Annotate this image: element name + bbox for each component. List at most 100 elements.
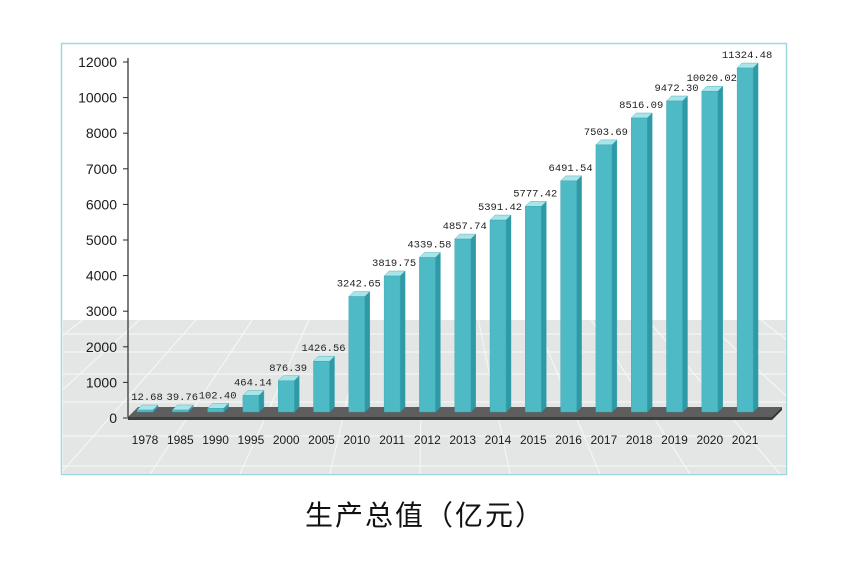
value-label: 4857.74 xyxy=(443,221,487,233)
x-tick-label: 2016 xyxy=(555,433,582,447)
floor-slab-side xyxy=(772,407,782,420)
y-tick-label: 8000 xyxy=(86,125,117,141)
value-label: 12.68 xyxy=(131,392,163,404)
y-tick-label: 7000 xyxy=(86,161,117,177)
y-tick-label: 1000 xyxy=(86,374,117,390)
value-label: 3819.75 xyxy=(372,258,416,270)
bar-1985 xyxy=(171,404,194,413)
x-tick-label: 1990 xyxy=(202,433,229,447)
bar-2020 xyxy=(701,85,724,413)
bar-2000 xyxy=(277,375,300,413)
bar-side-face xyxy=(505,214,512,413)
bar-front-face xyxy=(419,257,436,413)
bar-2021 xyxy=(736,62,759,413)
floor-grid-line xyxy=(0,320,26,474)
x-tick-label: 2014 xyxy=(485,433,512,447)
bar-front-face xyxy=(736,67,754,413)
value-label: 102.40 xyxy=(199,390,237,402)
bar-side-face xyxy=(717,85,723,413)
bar-side-face xyxy=(647,112,653,413)
bar-2017 xyxy=(595,139,618,413)
value-label: 7503.69 xyxy=(584,127,628,139)
chart-title: 生产总值（亿元） xyxy=(304,499,545,532)
x-tick-label: 2018 xyxy=(626,433,653,447)
bar-1978 xyxy=(136,404,159,413)
bar-front-face xyxy=(701,91,718,413)
bar-front-face xyxy=(525,206,542,413)
y-tick-label: 4000 xyxy=(86,268,117,284)
bar-2014 xyxy=(489,214,512,413)
value-label: 5777.42 xyxy=(513,188,557,200)
y-axis: 1200010000800070006000500040003000200010… xyxy=(78,54,129,426)
value-label: 10020.02 xyxy=(687,73,737,85)
x-tick-label: 2015 xyxy=(520,433,547,447)
bar-2005 xyxy=(313,355,335,413)
bar-front-face xyxy=(313,361,330,413)
value-label: 9472.30 xyxy=(654,83,698,95)
x-axis: 1978 1985 1990 1995 2000 2005 2010 2011 2012 2013… xyxy=(132,433,759,447)
x-tick-label: 1995 xyxy=(238,433,265,447)
bar-front-face xyxy=(595,144,613,413)
bar-side-face xyxy=(399,270,406,413)
value-label: 8516.09 xyxy=(619,100,663,112)
value-label: 11324.48 xyxy=(722,50,772,62)
x-tick-label: 2010 xyxy=(343,433,370,447)
bar-side-face xyxy=(364,291,370,413)
bar-front-face xyxy=(666,100,683,413)
bar-2013 xyxy=(454,233,477,413)
bar-side-face xyxy=(611,139,618,413)
bar-2011 xyxy=(383,270,406,413)
y-tick-label: 5000 xyxy=(86,232,117,248)
bar-front-face xyxy=(207,408,224,413)
bar-front-face xyxy=(242,395,260,413)
value-label: 6491.54 xyxy=(549,163,593,175)
x-tick-label: 2017 xyxy=(591,433,618,447)
x-tick-label: 1978 xyxy=(132,433,159,447)
x-tick-label: 2012 xyxy=(414,433,441,447)
bar-2019 xyxy=(666,95,688,413)
bar-side-face xyxy=(435,252,441,413)
floor-grid-line xyxy=(63,320,140,391)
y-tick-label: 12000 xyxy=(78,54,117,70)
y-tick-label: 3000 xyxy=(86,303,117,319)
x-tick-label: 2000 xyxy=(273,433,300,447)
floor-grid-line xyxy=(818,320,850,474)
value-label: 464.14 xyxy=(234,377,272,389)
x-tick-label: 2020 xyxy=(696,433,723,447)
bar-2012 xyxy=(418,252,441,413)
floor-grid-line xyxy=(149,320,253,474)
x-tick-label: 2019 xyxy=(661,433,688,447)
floor-grid-line xyxy=(239,320,310,474)
value-label: 4339.58 xyxy=(407,240,451,252)
bar-1990 xyxy=(207,402,230,413)
bar-front-face xyxy=(383,275,401,413)
x-tick-label: 1985 xyxy=(167,433,194,447)
bars xyxy=(136,62,759,413)
floor-slab-front xyxy=(128,417,772,420)
bar-front-face xyxy=(348,296,365,413)
value-label: 1426.56 xyxy=(301,343,345,355)
value-label: 5391.42 xyxy=(478,202,522,214)
bar-front-face xyxy=(278,380,295,413)
y-tick-label: 10000 xyxy=(78,90,117,106)
y-tick-label: 0 xyxy=(109,410,117,426)
value-label: 3242.65 xyxy=(337,279,381,291)
bar-2015 xyxy=(524,200,547,413)
bar-2016 xyxy=(560,175,583,413)
floor-grid-line xyxy=(704,320,786,397)
bar-side-face xyxy=(294,375,300,413)
bar-2010 xyxy=(348,291,371,413)
y-tick-label: 2000 xyxy=(86,339,117,355)
bar-front-face xyxy=(136,409,154,413)
bar-front-face xyxy=(489,219,507,413)
y-tick-label: 6000 xyxy=(86,196,117,212)
bar-front-face xyxy=(172,409,189,413)
x-tick-label: 2005 xyxy=(308,433,335,447)
bar-side-face xyxy=(752,62,759,413)
bar-front-face xyxy=(631,117,648,413)
bar-front-face xyxy=(454,238,471,413)
bar-side-face xyxy=(329,355,335,413)
bar-2018 xyxy=(630,112,653,413)
